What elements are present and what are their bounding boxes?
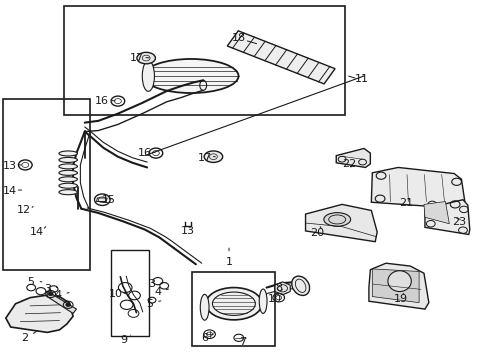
Circle shape: [48, 292, 53, 296]
Polygon shape: [47, 291, 76, 314]
Text: 10: 10: [108, 289, 122, 299]
Polygon shape: [370, 167, 464, 209]
Text: 3: 3: [43, 284, 51, 294]
Polygon shape: [371, 269, 418, 303]
Ellipse shape: [59, 177, 77, 182]
Text: 16: 16: [138, 148, 151, 158]
Circle shape: [65, 303, 70, 307]
Ellipse shape: [204, 151, 222, 162]
Polygon shape: [423, 202, 448, 224]
Text: 17: 17: [197, 153, 211, 163]
Text: 3: 3: [148, 279, 155, 289]
Ellipse shape: [205, 288, 262, 320]
Polygon shape: [6, 296, 73, 332]
Text: 14: 14: [2, 186, 17, 197]
Text: 4: 4: [55, 291, 62, 301]
Text: 23: 23: [451, 217, 465, 227]
Polygon shape: [305, 204, 376, 242]
Bar: [110, 250, 148, 336]
Text: 17: 17: [129, 53, 143, 63]
Ellipse shape: [291, 276, 309, 296]
Polygon shape: [274, 282, 290, 295]
Text: 10: 10: [268, 294, 282, 304]
Polygon shape: [227, 31, 334, 84]
Text: 12: 12: [17, 206, 31, 216]
Polygon shape: [424, 200, 469, 234]
Ellipse shape: [143, 59, 238, 93]
Text: 6: 6: [201, 333, 208, 343]
Text: 4: 4: [154, 287, 161, 297]
Text: 22: 22: [342, 159, 356, 169]
Text: 21: 21: [399, 198, 413, 208]
Bar: [192, 272, 275, 346]
Ellipse shape: [59, 170, 77, 175]
Ellipse shape: [323, 213, 350, 226]
Text: 16: 16: [95, 96, 109, 106]
Polygon shape: [368, 263, 428, 309]
Text: 20: 20: [309, 228, 323, 238]
Text: 15: 15: [102, 195, 116, 205]
Text: 7: 7: [238, 337, 245, 347]
Ellipse shape: [59, 151, 77, 156]
Polygon shape: [96, 198, 107, 202]
Polygon shape: [336, 148, 369, 167]
Text: 1: 1: [225, 257, 232, 267]
Bar: [64, 6, 344, 116]
Bar: [3, 99, 90, 270]
Text: 13: 13: [3, 161, 17, 171]
Ellipse shape: [59, 157, 77, 162]
Ellipse shape: [200, 294, 208, 320]
Text: 18: 18: [231, 33, 245, 43]
Text: 2: 2: [20, 333, 28, 343]
Text: 8: 8: [275, 283, 282, 293]
Text: 13: 13: [180, 226, 194, 236]
Ellipse shape: [59, 190, 77, 195]
Ellipse shape: [59, 164, 77, 169]
Ellipse shape: [387, 271, 410, 292]
Text: 14: 14: [29, 227, 43, 237]
Text: 5: 5: [146, 299, 153, 309]
Ellipse shape: [142, 61, 154, 91]
Ellipse shape: [259, 289, 266, 314]
Text: 9: 9: [120, 334, 127, 345]
Ellipse shape: [137, 52, 155, 64]
Text: 11: 11: [354, 74, 368, 84]
Text: 5: 5: [28, 277, 35, 287]
Ellipse shape: [59, 183, 77, 188]
Text: 19: 19: [393, 294, 407, 304]
